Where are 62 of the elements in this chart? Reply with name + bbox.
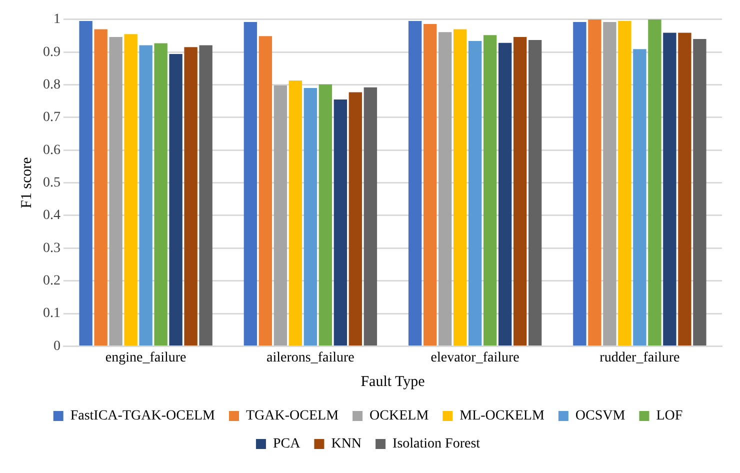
bar — [468, 40, 482, 346]
bar — [258, 36, 272, 346]
x-tick-label: engine_failure — [105, 350, 186, 366]
bar — [334, 99, 348, 346]
bar — [618, 21, 632, 346]
bar — [364, 87, 378, 346]
y-tick-label: 0.9 — [43, 44, 60, 60]
legend-label: ML-OCKELM — [460, 408, 545, 424]
y-tick-label: 0 — [54, 338, 60, 354]
y-tick-label: 0.8 — [43, 77, 60, 92]
x-axis-title: Fault Type — [360, 374, 426, 390]
bar — [573, 22, 586, 346]
bar — [483, 35, 497, 346]
bar — [408, 21, 422, 346]
x-tick-label: elevator_failure — [430, 350, 520, 366]
y-tick-label: 0.4 — [43, 208, 60, 224]
bar — [648, 19, 662, 346]
bar — [633, 49, 646, 346]
bar — [274, 85, 288, 346]
bar — [663, 32, 676, 346]
bar — [304, 88, 318, 346]
bar — [109, 37, 122, 346]
y-tick-label: 1 — [54, 12, 60, 28]
legend-label: OCKELM — [370, 408, 430, 424]
bar — [423, 24, 437, 346]
bar — [453, 29, 467, 346]
legend-label: Isolation Forest — [392, 436, 480, 452]
legend-label: TGAK-OCELM — [246, 408, 340, 424]
bar — [603, 22, 616, 346]
y-tick-label: 0.2 — [43, 274, 60, 289]
bar — [288, 80, 302, 346]
y-axis-title: F1 score — [18, 156, 35, 208]
bar — [184, 47, 198, 346]
x-tick-label: rudder_failure — [600, 350, 680, 366]
y-tick-label: 0.3 — [43, 240, 60, 256]
bar — [438, 32, 452, 346]
bar — [139, 45, 152, 346]
bar — [678, 32, 692, 346]
y-tick-label: 0.6 — [43, 142, 60, 158]
bar — [528, 40, 542, 346]
legend-label: KNN — [331, 436, 362, 452]
legend-label: PCA — [272, 436, 302, 452]
bar — [498, 42, 512, 346]
legend-label: LOF — [656, 408, 683, 424]
legend-label: OCSVM — [575, 408, 626, 424]
bar — [348, 92, 362, 346]
bar — [588, 19, 602, 346]
bar — [693, 39, 706, 346]
bar — [79, 21, 92, 346]
legend-label: FastICA-TGAK-OCELM — [70, 408, 216, 424]
bar — [513, 37, 527, 346]
bar — [169, 54, 182, 346]
y-tick-label: 0.7 — [43, 110, 60, 126]
bar — [244, 22, 258, 346]
bar — [94, 29, 108, 346]
y-tick-label: 0.1 — [43, 306, 60, 322]
y-tick-label: 0.5 — [43, 175, 60, 190]
bar — [318, 84, 332, 346]
bar — [124, 34, 138, 346]
bar — [199, 45, 212, 346]
bar — [154, 43, 168, 346]
x-tick-label: ailerons_failure — [266, 350, 354, 366]
